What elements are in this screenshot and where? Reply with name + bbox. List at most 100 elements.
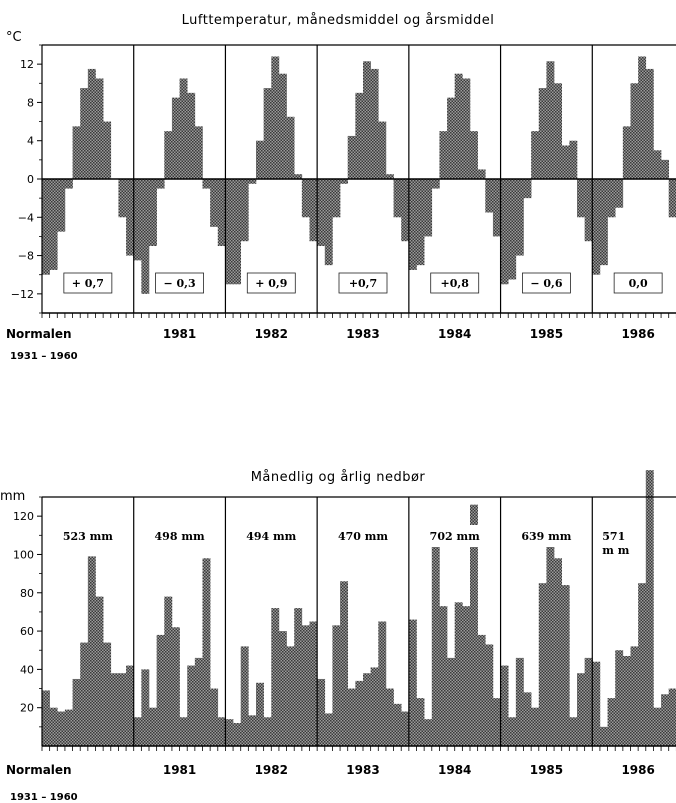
bar-1984-m11 [485, 179, 494, 213]
bar-1986-m5 [622, 655, 631, 746]
bar-1983-m5 [347, 688, 356, 746]
bar-Normalen-m9 [103, 121, 112, 179]
bar-Normalen-m12 [126, 179, 135, 256]
bar-1983-m2 [324, 713, 333, 746]
bar-1983-m12 [401, 179, 410, 242]
bar-1981-m7 [179, 78, 188, 179]
bar-1983-m1 [317, 179, 326, 246]
bar-1984-m8 [462, 78, 471, 179]
bar-1986-m3 [607, 179, 616, 218]
bar-1983-m2 [324, 179, 333, 266]
annual-box [238, 525, 305, 547]
bar-1985-m12 [584, 657, 593, 746]
annual-mean: 0,0 [629, 277, 648, 290]
bar-1985-m5 [531, 707, 540, 746]
bar-1985-m6 [538, 583, 547, 746]
bar-1981-m6 [171, 627, 180, 746]
bar-Normalen-m2 [49, 179, 58, 270]
annual-box [155, 272, 204, 294]
bar-1981-m11 [210, 688, 219, 746]
bar-Normalen-m10 [110, 673, 119, 746]
bar-Normalen-m2 [49, 707, 58, 746]
bar-1981-m1 [133, 717, 142, 746]
bar-1983-m3 [332, 179, 341, 218]
bar-1981-m2 [141, 179, 150, 294]
bar-1983-m8 [370, 68, 379, 179]
bar-Normalen-m11 [118, 673, 127, 746]
y-tick-label: −8 [18, 250, 34, 263]
panel-sublabel: 1931 – 1960 [10, 792, 78, 803]
bar-1982-m4 [248, 715, 257, 746]
bar-1984-m2 [416, 179, 425, 266]
bar-1981-m9 [194, 657, 203, 746]
annual-box [513, 525, 580, 547]
bar-1981-m4 [156, 179, 165, 189]
annual-box [522, 272, 571, 294]
bar-1986-m7 [638, 56, 647, 179]
panel-label: 1983 [346, 327, 379, 341]
bar-1984-m4 [431, 542, 440, 746]
y-tick-label: −12 [11, 288, 34, 301]
bar-1986-m11 [668, 179, 676, 218]
bar-1983-m7 [363, 61, 371, 179]
bar-1982-m8 [278, 73, 287, 179]
bar-1981-m8 [187, 92, 196, 179]
panel-label: 1981 [163, 763, 196, 777]
y-tick-label: 20 [20, 702, 34, 715]
bar-1986-m10 [661, 694, 670, 746]
panel-label: 1981 [163, 327, 196, 341]
bar-Normalen-m3 [57, 179, 66, 232]
bar-1983-m8 [370, 667, 379, 746]
bar-Normalen-m1 [42, 690, 50, 746]
annual-total: 470 mm [338, 530, 388, 543]
bar-1984-m5 [439, 606, 448, 746]
bar-1983-m12 [401, 711, 410, 746]
bar-1986-m1 [592, 179, 601, 275]
bar-1985-m3 [515, 657, 524, 746]
bar-1981-m9 [194, 126, 203, 179]
bar-1984-m5 [439, 131, 448, 179]
bar-1981-m5 [164, 131, 173, 179]
y-tick-label: −4 [18, 211, 34, 224]
bar-1982-m2 [233, 179, 242, 285]
bar-Normalen-m5 [72, 678, 81, 746]
bar-Normalen-m1 [42, 179, 50, 275]
bar-1982-m9 [286, 116, 295, 179]
bar-1983-m6 [355, 680, 364, 746]
bar-1981-m3 [149, 707, 157, 746]
bar-1984-m3 [424, 719, 433, 746]
annual-box [330, 525, 396, 547]
annual-box [338, 272, 388, 294]
bar-1984-m12 [492, 179, 501, 237]
annual-box [54, 525, 121, 547]
bar-1984-m6 [447, 657, 456, 746]
bar-1985-m4 [523, 179, 532, 199]
bar-Normalen-m11 [118, 179, 127, 218]
bar-1985-m2 [508, 717, 517, 746]
bar-Normalen-m6 [80, 642, 89, 746]
annual-total: 571 [602, 530, 625, 543]
bar-1981-m1 [133, 179, 142, 261]
bar-Normalen-m8 [95, 596, 104, 746]
y-tick-label: 12 [20, 58, 34, 71]
bar-1985-m9 [561, 145, 570, 179]
bar-Normalen-m3 [57, 711, 66, 746]
bar-1986-m6 [630, 646, 639, 746]
bar-Normalen-m4 [64, 179, 73, 189]
bar-1986-m8 [645, 68, 654, 179]
bar-1985-m11 [577, 673, 585, 746]
bar-1986-m4 [615, 650, 624, 746]
bar-1985-m4 [523, 692, 532, 746]
bar-1981-m10 [202, 179, 211, 189]
bar-1984-m2 [416, 698, 425, 746]
annual-total: 702 mm [430, 530, 480, 543]
y-tick-label: 60 [20, 625, 34, 638]
bar-1984-m1 [408, 619, 417, 746]
bar-1982-m12 [309, 621, 318, 746]
panel-label: 1982 [255, 327, 288, 341]
bar-Normalen-m7 [87, 556, 96, 746]
bar-1983-m3 [332, 625, 341, 746]
bar-1982-m5 [256, 140, 264, 179]
y-tick-label: 100 [13, 548, 34, 561]
bar-1984-m11 [485, 644, 494, 746]
